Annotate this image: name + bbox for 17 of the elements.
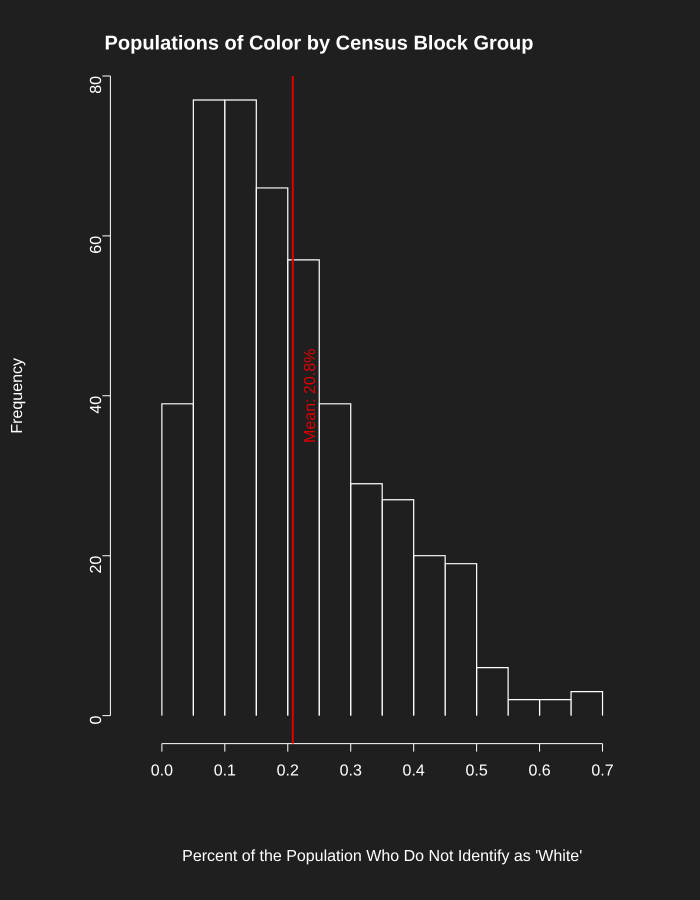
x-tick-label: 0.7 bbox=[591, 762, 614, 780]
y-axis-title: Frequency bbox=[9, 358, 26, 434]
y-tick-label: 40 bbox=[88, 396, 105, 414]
x-tick-label: 0.5 bbox=[466, 762, 488, 780]
x-axis-title: Percent of the Population Who Do Not Identify as 'White' bbox=[182, 848, 582, 865]
y-tick-label: 80 bbox=[88, 76, 105, 94]
x-tick-label: 0.0 bbox=[150, 762, 174, 780]
x-tick-label: 0.6 bbox=[528, 762, 551, 780]
chart-title: Populations of Color by Census Block Group bbox=[104, 32, 534, 55]
ref-line-label: Mean: 20.8% bbox=[302, 348, 320, 443]
x-tick-label: 0.4 bbox=[402, 762, 425, 780]
y-tick-label: 60 bbox=[88, 236, 105, 254]
x-tick-label: 0.2 bbox=[276, 762, 299, 780]
x-tick-label: 0.3 bbox=[340, 762, 362, 780]
y-tick-label: 20 bbox=[88, 556, 105, 574]
x-tick-label: 0.1 bbox=[214, 762, 236, 780]
y-tick-label: 0 bbox=[88, 716, 105, 725]
